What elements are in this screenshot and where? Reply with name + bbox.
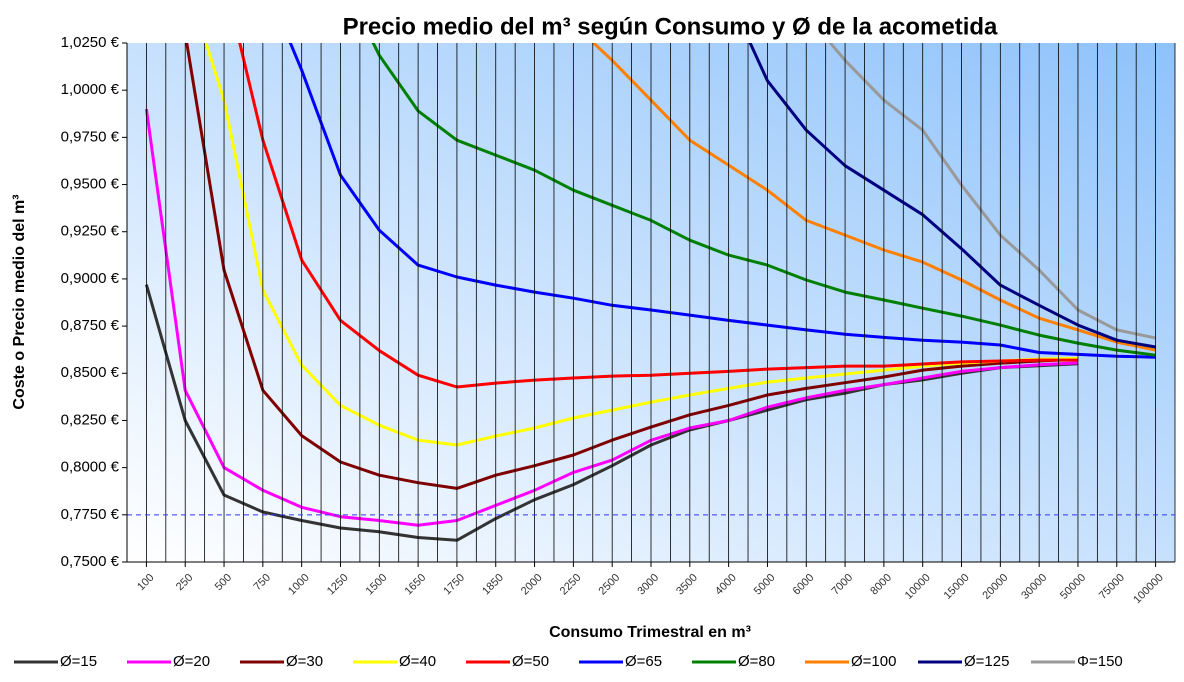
x-tick-label: 2250 [558, 572, 584, 598]
x-axis-title: Consumo Trimestral en m³ [549, 624, 751, 641]
y-tick-label: 0,9250 € [61, 223, 120, 240]
x-tick-label: 100 [135, 572, 156, 593]
x-tick-label: 100000 [1131, 572, 1165, 606]
x-tick-label: 1750 [441, 572, 467, 598]
x-tick-label: 75000 [1097, 572, 1127, 602]
y-tick-label: 1,0250 € [61, 34, 120, 51]
x-tick-label: 1650 [402, 572, 428, 598]
y-axis-title: Coste o Precio medio del m³ [11, 194, 28, 409]
y-tick-label: 0,7750 € [61, 506, 120, 523]
x-tick-label: 4000 [713, 572, 739, 598]
y-tick-label: 0,8500 € [61, 364, 120, 381]
x-tick-label: 1850 [480, 572, 506, 598]
x-tick-label: 30000 [1019, 572, 1049, 602]
y-tick-label: 0,8750 € [61, 317, 120, 334]
x-tick-label: 3500 [674, 572, 700, 598]
y-tick-label: 0,7500 € [61, 553, 120, 570]
x-tick-label: 50000 [1058, 572, 1088, 602]
y-tick-label: 0,8250 € [61, 411, 120, 428]
x-tick-label: 750 [252, 572, 273, 593]
x-tick-label: 5000 [752, 572, 778, 598]
legend-label: Ø=40 [399, 653, 436, 670]
x-tick-label: 8000 [868, 572, 894, 598]
x-tick-label: 7000 [829, 572, 855, 598]
legend-label: Ø=80 [738, 653, 775, 670]
y-tick-label: 0,9000 € [61, 270, 120, 287]
x-tick-label: 15000 [942, 572, 972, 602]
x-tick-label: 1000 [286, 572, 312, 598]
x-tick-label: 2500 [597, 572, 623, 598]
x-tick-label: 1500 [364, 572, 390, 598]
x-tick-label: 250 [174, 572, 195, 593]
x-tick-label: 3000 [635, 572, 661, 598]
legend-label: Ø=50 [512, 653, 549, 670]
y-tick-label: 0,8000 € [61, 459, 120, 476]
x-tick-label: 10000 [903, 572, 933, 602]
legend-label: Ø=65 [625, 653, 662, 670]
legend-label: Ø=125 [964, 653, 1009, 670]
y-tick-label: 1,0000 € [61, 81, 120, 98]
chart-title: Precio medio del m³ según Consumo y Ø de… [343, 13, 998, 40]
x-tick-label: 2000 [519, 572, 545, 598]
x-tick-label: 20000 [980, 572, 1010, 602]
legend-label: Ø=20 [173, 653, 210, 670]
legend-label: Ø=15 [60, 653, 97, 670]
legend-label: Ø=100 [851, 653, 896, 670]
x-tick-label: 500 [213, 572, 234, 593]
legend-label: Ø=30 [286, 653, 323, 670]
legend-label: Φ=150 [1077, 653, 1123, 670]
x-tick-label: 1250 [325, 572, 351, 598]
y-tick-label: 0,9500 € [61, 176, 120, 193]
y-tick-label: 0,9750 € [61, 128, 120, 145]
x-tick-label: 6000 [791, 572, 817, 598]
